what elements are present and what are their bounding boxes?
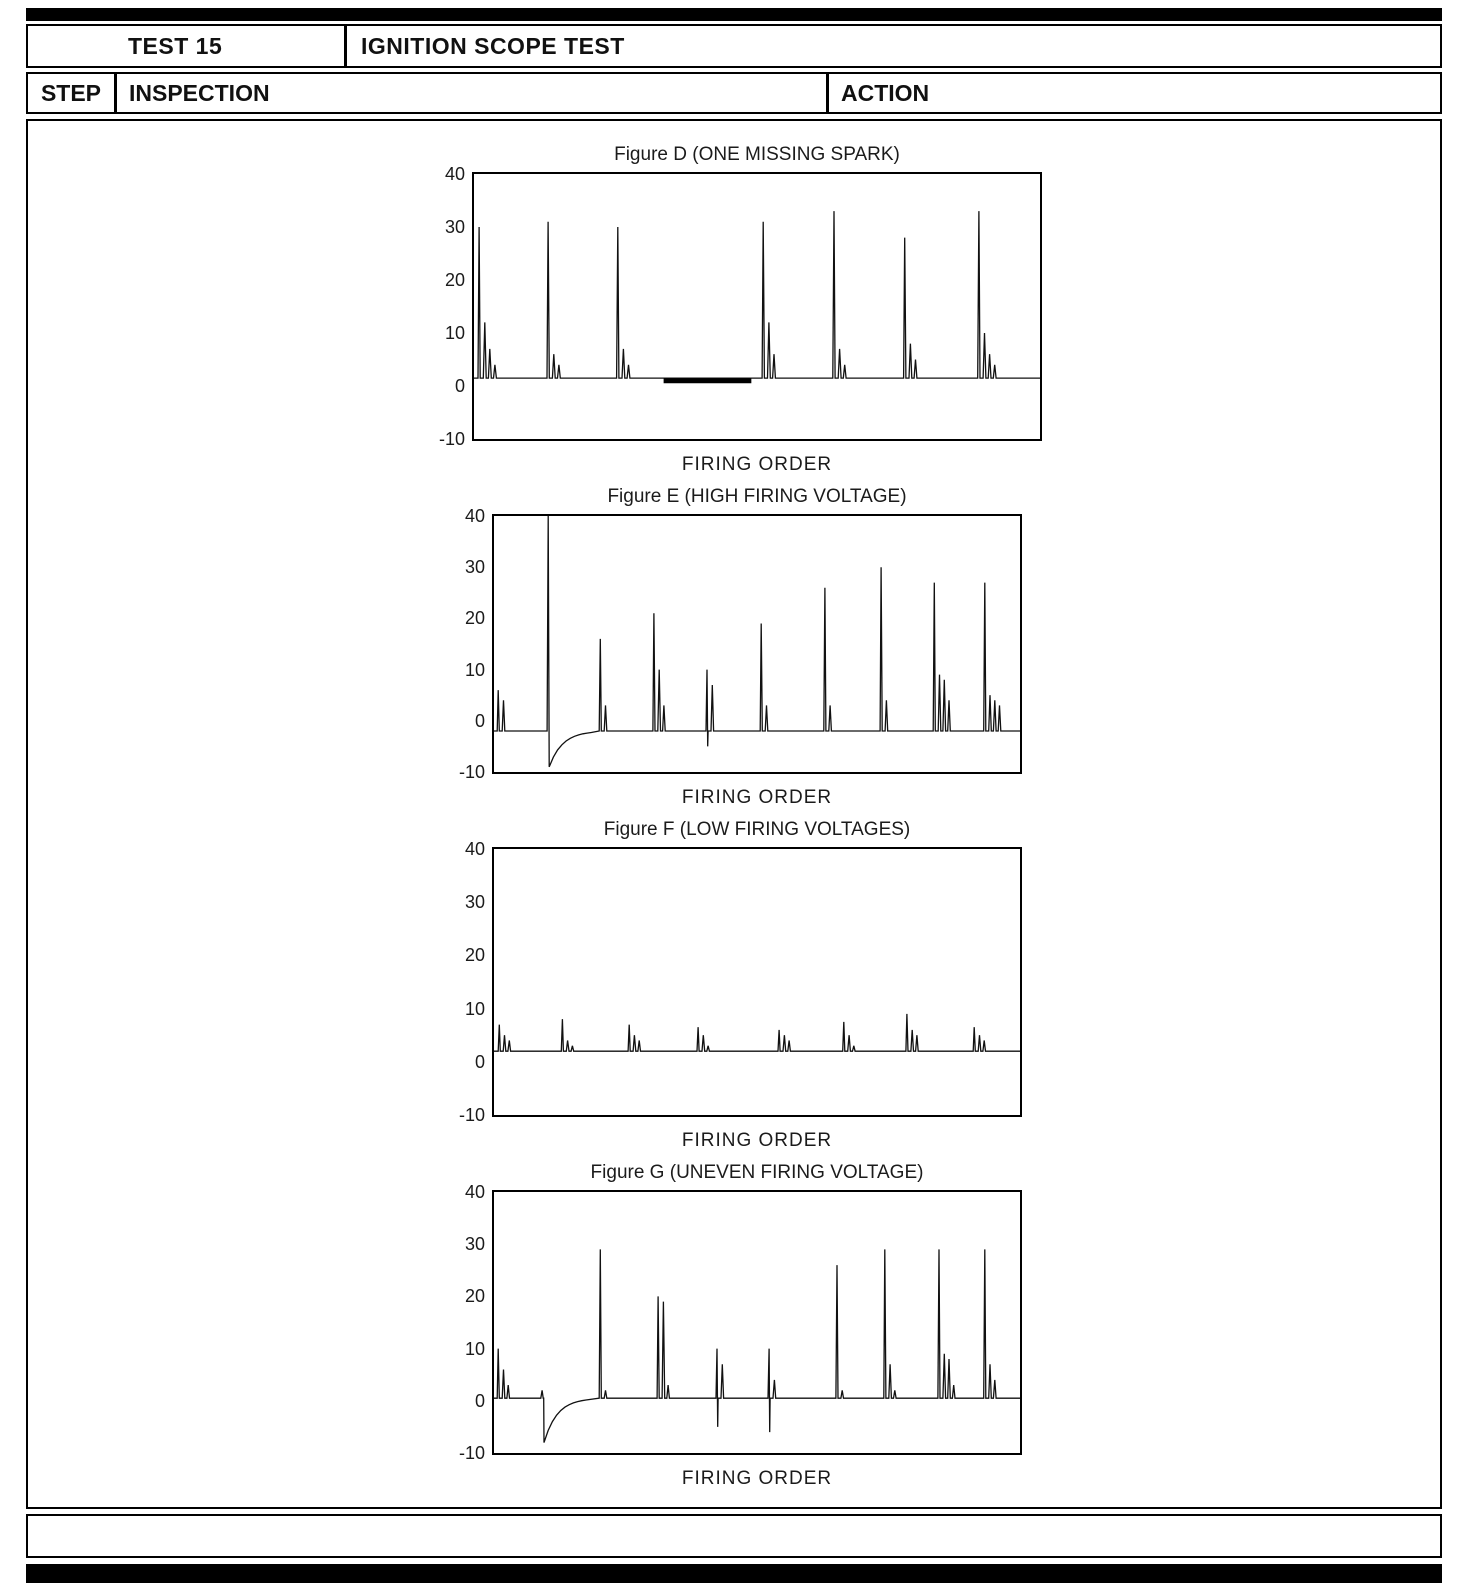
figure-d-block: Figure D (ONE MISSING SPARK) 40 30 20 10 0 -1… — [426, 143, 1042, 476]
y-tick-label: 20 — [444, 270, 465, 290]
y-tick-label: 20 — [464, 945, 485, 966]
figures-panel: Figure D (ONE MISSING SPARK) 40 30 20 10 0 -1… — [26, 119, 1442, 1509]
figure-g-scope-trace — [494, 1249, 1020, 1443]
figure-e-title: Figure E (HIGH FIRING VOLTAGE) — [607, 486, 907, 507]
column-header-row: STEP INSPECTION ACTION — [26, 72, 1442, 114]
figure-d-x-axis-label: FIRING ORDER — [681, 454, 833, 475]
y-tick-label: -10 — [458, 762, 485, 782]
figure-d-y-axis: 40 30 20 10 0 -10 — [426, 164, 472, 449]
y-tick-label: 10 — [464, 1338, 485, 1359]
figure-d-plot-frame — [472, 172, 1042, 441]
y-tick-label: 40 — [444, 164, 465, 184]
figure-e-plot-frame — [492, 514, 1022, 774]
figure-g-row: 40 30 20 10 0 -10 — [446, 1182, 1022, 1463]
figure-e-block: Figure E (HIGH FIRING VOLTAGE) 40 30 20 10 0… — [446, 485, 1022, 809]
figure-f-plot-frame — [492, 847, 1022, 1117]
y-tick-label: 0 — [474, 1390, 485, 1411]
inspection-column-header: INSPECTION — [117, 74, 829, 112]
y-tick-label: 0 — [474, 710, 485, 731]
y-tick-label: 20 — [464, 608, 485, 629]
y-tick-label: 30 — [464, 557, 485, 578]
y-tick-label: 30 — [464, 892, 485, 913]
step-column-header: STEP — [28, 74, 117, 112]
figure-f-row: 40 30 20 10 0 -10 — [446, 839, 1022, 1125]
figure-g-block: Figure G (UNEVEN FIRING VOLTAGE) 40 30 20 1… — [446, 1161, 1022, 1490]
figure-e-row: 40 30 20 10 0 -10 — [446, 506, 1022, 782]
figure-d-title: Figure D (ONE MISSING SPARK) — [614, 144, 900, 165]
y-tick-label: 30 — [464, 1234, 485, 1255]
figure-g-x-axis-label: FIRING ORDER — [681, 1468, 833, 1489]
test-title-label: IGNITION SCOPE TEST — [344, 26, 1440, 66]
y-tick-label: 0 — [454, 376, 465, 396]
figure-f-y-axis: 40 30 20 10 0 -10 — [446, 839, 492, 1125]
y-tick-label: 40 — [464, 506, 485, 526]
y-tick-label: -10 — [458, 1443, 485, 1463]
top-border-bar — [26, 8, 1442, 21]
y-tick-label: 40 — [464, 839, 485, 859]
figure-d-row: 40 30 20 10 0 -10 — [426, 164, 1042, 449]
footer-row — [26, 1514, 1442, 1558]
action-column-header: ACTION — [841, 79, 930, 106]
figure-f-block: Figure F (LOW FIRING VOLTAGES) 40 30 20 10 0… — [446, 818, 1022, 1152]
y-tick-label: 40 — [464, 1182, 485, 1202]
figure-e-y-axis: 40 30 20 10 0 -10 — [446, 506, 492, 782]
y-tick-label: 0 — [474, 1051, 485, 1072]
figure-g-plot-frame — [492, 1190, 1022, 1455]
y-tick-label: -10 — [438, 429, 465, 449]
figure-f-x-axis-label: FIRING ORDER — [681, 1130, 833, 1151]
y-tick-label: 10 — [464, 659, 485, 680]
figure-d-scope-trace — [474, 211, 1040, 384]
figure-f-title: Figure F (LOW FIRING VOLTAGES) — [603, 819, 911, 840]
figure-g-title: Figure G (UNEVEN FIRING VOLTAGE) — [590, 1162, 924, 1183]
test-header-row: TEST 15 IGNITION SCOPE TEST — [26, 24, 1442, 68]
y-tick-label: 10 — [444, 323, 465, 343]
y-tick-label: 10 — [464, 998, 485, 1019]
figure-g-y-axis: 40 30 20 10 0 -10 — [446, 1182, 492, 1463]
test-number-label: TEST 15 — [128, 32, 223, 59]
y-tick-label: 30 — [444, 217, 465, 237]
y-tick-label: 20 — [464, 1286, 485, 1307]
figure-e-scope-trace — [494, 515, 1020, 768]
page-frame: TEST 15 IGNITION SCOPE TEST STEP INSPECT… — [26, 8, 1442, 1583]
figure-f-scope-trace — [494, 1013, 1020, 1052]
figure-e-x-axis-label: FIRING ORDER — [681, 787, 833, 808]
y-tick-label: -10 — [458, 1105, 485, 1125]
bottom-border-bar — [26, 1564, 1442, 1583]
